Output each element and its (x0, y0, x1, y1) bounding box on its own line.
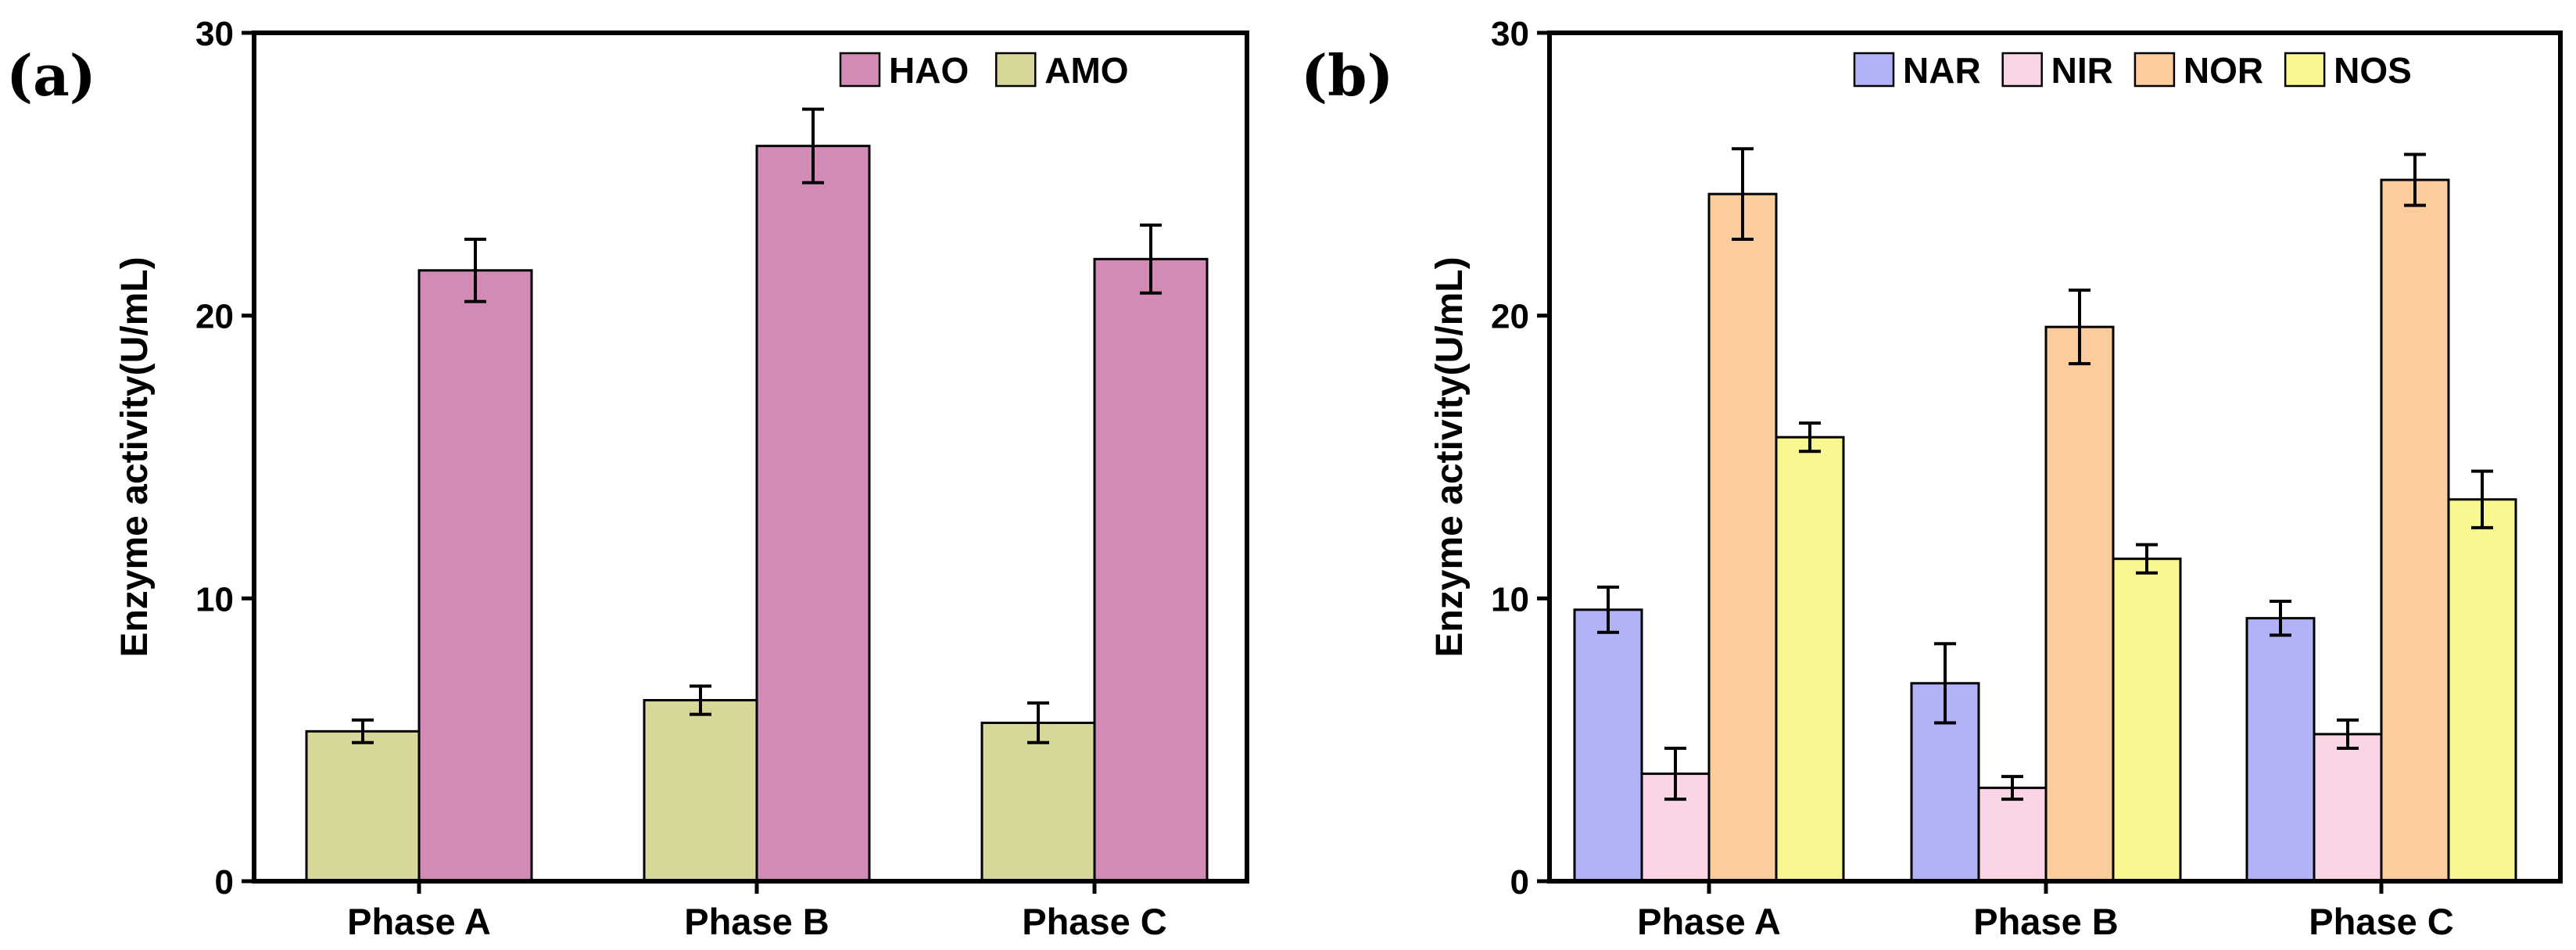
legend-swatch-nar (1853, 52, 1895, 88)
bar-nor-3 (2380, 178, 2450, 883)
x-tick-label: Phase A (1637, 901, 1781, 942)
y-tick-label: 10 (195, 580, 234, 618)
bar-amo-2 (643, 699, 758, 883)
panel-label: (a) (6, 42, 96, 109)
y-tick-label: 20 (1491, 298, 1529, 336)
y-tick-label: 30 (1491, 15, 1529, 53)
plot-frame (1547, 30, 2563, 884)
legend-swatch-hao (839, 52, 881, 88)
bar-hao-2 (755, 145, 871, 883)
y-axis-title: Enzyme activity(U/mL) (114, 256, 156, 657)
legend-swatch-nos (2284, 52, 2326, 88)
legend-label-nar: NAR (1903, 50, 1981, 91)
y-axis-title: Enzyme activity(U/mL) (1429, 256, 1471, 657)
bar-nar-1 (1573, 608, 1643, 883)
bar-nor-1 (1707, 192, 1778, 883)
legend-swatch-nor (2134, 52, 2176, 88)
bar-amo-1 (305, 730, 421, 883)
y-tick-label: 20 (195, 298, 234, 336)
legend-swatch-nir (2001, 52, 2043, 88)
y-tick-label: 10 (1491, 580, 1529, 618)
legend-label-nor: NOR (2184, 50, 2263, 91)
legend-label-nos: NOS (2334, 50, 2412, 91)
legend-label-nir: NIR (2051, 50, 2113, 91)
y-tick-label: 0 (1510, 863, 1529, 902)
legend-label-amo: AMO (1044, 50, 1128, 91)
legend: NAR NIR NOR NOS (1853, 50, 2412, 91)
y-tick-label: 30 (195, 15, 234, 53)
plot-frame (252, 30, 1249, 884)
legend-swatch-amo (994, 52, 1037, 88)
bar-nar-3 (2245, 617, 2316, 883)
panel-label: (b) (1301, 42, 1393, 109)
x-tick-label: Phase C (1022, 901, 1166, 942)
x-tick-label: Phase A (347, 901, 491, 942)
bar-hao-1 (417, 269, 533, 883)
x-tick-label: Phase B (684, 901, 829, 942)
bar-amo-3 (980, 721, 1096, 883)
legend-label-hao: HAO (889, 50, 969, 91)
x-tick-label: Phase C (2309, 901, 2453, 942)
x-tick-label: Phase B (1973, 901, 2118, 942)
bar-nos-1 (1775, 436, 1845, 883)
bar-nor-2 (2044, 325, 2115, 883)
bar-nir-3 (2313, 733, 2383, 883)
panel-b: (b) 0 10 20 30 Phase A Phase B Phase C Enzyme ac… (1301, 15, 2563, 942)
bar-nos-3 (2447, 498, 2517, 883)
bar-nir-2 (1977, 787, 2048, 883)
panel-a: (a) 0 10 20 30 Phase A Phase B Phase C Enzyme ac… (6, 15, 1249, 942)
bar-nos-2 (2112, 557, 2182, 883)
bar-hao-3 (1093, 257, 1209, 883)
y-tick-label: 0 (215, 863, 234, 902)
legend: HAO AMO (839, 50, 1129, 91)
